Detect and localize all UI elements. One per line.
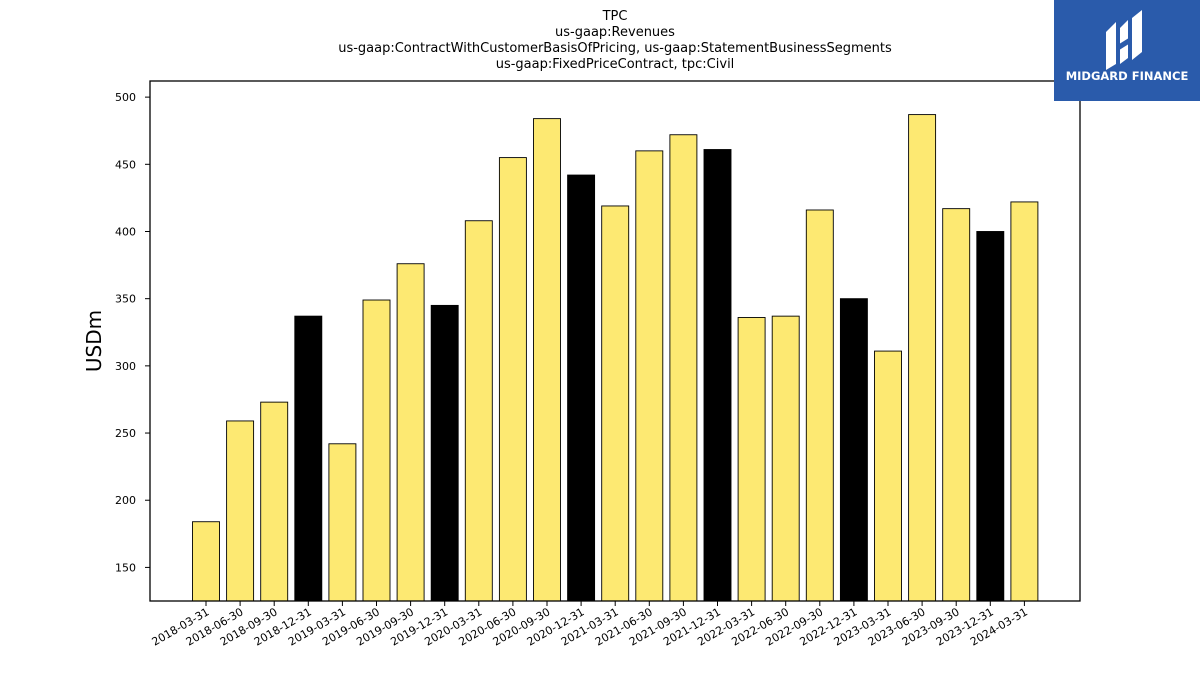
bar-2021-06-30 bbox=[635, 150, 664, 602]
logo-mark-icon bbox=[1106, 10, 1142, 70]
bar-series bbox=[192, 114, 1039, 602]
bar-2021-03-31 bbox=[601, 205, 630, 602]
y-axis: 150 200 250 300 350 400 450 500 bbox=[115, 91, 150, 574]
bar-2024-03-31 bbox=[1010, 201, 1039, 602]
chart-title-line-1: TPC bbox=[602, 9, 628, 24]
midgard-finance-logo: MIDGARD FINANCE bbox=[1054, 0, 1200, 101]
chart-title-line-2: us-gaap:Revenues bbox=[555, 25, 675, 40]
y-tick-label: 500 bbox=[115, 91, 136, 104]
bar-2021-09-30 bbox=[669, 134, 698, 602]
bar-2019-06-30 bbox=[362, 299, 391, 602]
y-tick-label: 400 bbox=[115, 225, 136, 238]
bar-2022-12-31 bbox=[839, 298, 868, 602]
bar-2020-06-30 bbox=[498, 157, 527, 602]
bar-2023-03-31 bbox=[874, 350, 902, 602]
bar-2018-03-31 bbox=[192, 521, 220, 602]
bar-2019-12-31 bbox=[430, 304, 459, 602]
chart-title: TPC us-gaap:Revenues us-gaap:ContractWit… bbox=[338, 9, 892, 72]
bar-2023-12-31 bbox=[976, 231, 1005, 602]
bar-2023-09-30 bbox=[942, 208, 971, 602]
plot-frame bbox=[149, 80, 1081, 602]
chart-title-line-4: us-gaap:FixedPriceContract, tpc:Civil bbox=[496, 57, 735, 72]
x-axis: 2018-03-312018-06-302018-09-302018-12-31… bbox=[150, 601, 1030, 649]
bar-2019-09-30 bbox=[396, 263, 425, 602]
y-tick-label: 350 bbox=[115, 293, 136, 306]
y-tick-label: 250 bbox=[115, 427, 136, 440]
bar-2018-09-30 bbox=[260, 401, 289, 602]
bar-2022-09-30 bbox=[805, 209, 834, 602]
y-axis-label: USDm bbox=[82, 310, 106, 372]
bar-2019-03-31 bbox=[328, 443, 357, 602]
bar-2022-03-31 bbox=[737, 317, 766, 602]
bar-2018-12-31 bbox=[294, 315, 323, 602]
bar-2018-06-30 bbox=[226, 420, 255, 602]
y-tick-label: 200 bbox=[115, 494, 136, 507]
logo-text: MIDGARD FINANCE bbox=[1065, 69, 1189, 83]
bar-2020-12-31 bbox=[567, 174, 596, 602]
chart-title-line-3: us-gaap:ContractWithCustomerBasisOfPrici… bbox=[338, 41, 892, 56]
bar-2020-09-30 bbox=[533, 118, 561, 602]
bar-2023-06-30 bbox=[908, 114, 937, 602]
y-tick-label: 450 bbox=[115, 158, 136, 171]
bar-2020-03-31 bbox=[464, 220, 493, 602]
bar-2022-06-30 bbox=[771, 315, 800, 602]
bar-2021-12-31 bbox=[703, 149, 732, 602]
y-tick-label: 150 bbox=[115, 561, 136, 574]
y-tick-label: 300 bbox=[115, 360, 136, 373]
